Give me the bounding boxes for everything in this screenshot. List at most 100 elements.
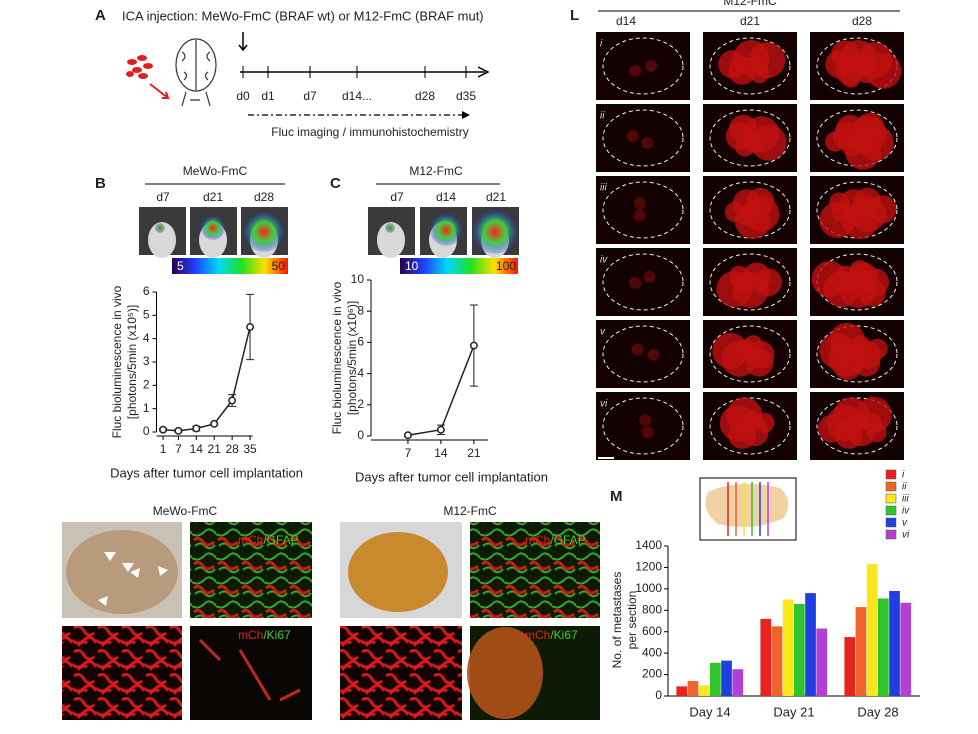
histology: MeWo-FmC M12-FmC mCh/GFAP mCh/Ki67 mCh/G… [62,504,600,720]
scale-min: 10 [405,259,419,273]
panel-b-title: MeWo-FmC [183,164,248,178]
metastasis [750,124,787,161]
metastasis [831,40,860,69]
y-tick-label: 2 [357,397,364,411]
section-outline [709,37,791,95]
bar [710,662,721,696]
panel-label: M [610,488,623,505]
y-tick-label: 10 [351,272,365,286]
x-tick-label: Day 28 [857,704,898,719]
y-tick-label: 4 [357,366,364,380]
x-tick-label: 28 [225,442,239,456]
metastasis [855,396,892,433]
row-label: i [600,39,603,50]
metastasis [643,270,656,283]
x-tick-label: 35 [243,442,257,456]
metastasis [633,197,646,210]
metastasis [819,201,856,238]
data-point [228,396,237,405]
stain: /Ki67 [263,628,291,642]
legend-label: iii [902,494,909,505]
panel-label: C [330,175,341,192]
stain: /Ki67 [550,628,578,642]
day-label: d14 [436,190,456,204]
bar [771,626,783,696]
panel-l-title: M12-FmC [723,0,777,8]
section-image [596,104,690,172]
legend-swatch [885,529,897,540]
y-tick-label: 200 [642,667,662,681]
bar [844,637,856,696]
day-label: d21 [740,14,760,28]
data-line [407,345,475,436]
section-outline [709,181,791,239]
brain-icon [175,38,217,107]
data-point [192,424,201,433]
y-tick-label: 400 [642,645,662,659]
day-label: d21 [486,190,506,204]
panel-label: A [95,7,106,24]
stain: mCh [525,628,550,642]
stain-label: mCh/GFAP [238,533,299,547]
y-tick-label: 600 [642,624,662,638]
x-tick-label: 21 [208,442,222,456]
metastasis [845,133,882,170]
metastasis [865,52,902,89]
group-title: M12-FmC [443,504,497,518]
section-outline [709,253,791,311]
metastasis [633,209,646,222]
timepoint-label: d1 [261,89,275,103]
bar [687,681,699,696]
timepoint-label: d14... [342,89,372,103]
section-guide [699,477,797,541]
metastasis [712,332,749,369]
y-tick-label: 1 [143,401,150,415]
legend-swatch [885,493,897,504]
timepoint-label: d7 [303,89,317,103]
x-tick-label: 7 [175,442,182,456]
legend-label: vi [902,530,910,541]
day-label: d28 [254,190,274,204]
y-axis-label: [photons/5min (x10⁵)] [125,305,139,419]
day-label: d7 [156,190,170,204]
injection-arrow [238,32,248,52]
bar [805,593,816,696]
arrowheads [98,552,168,606]
bar [889,591,900,696]
cells-icon [126,55,153,79]
x-tick-label: 14 [190,442,204,456]
bar [760,618,772,696]
metastasis [645,60,657,72]
bar [732,669,744,696]
bar [816,628,828,696]
y-tick-label: 0 [357,428,364,442]
metastasis [867,338,888,359]
stain: mCh [238,533,263,547]
scale-max: 100 [496,259,516,273]
timepoint-label: d0 [236,89,250,103]
data-point [246,323,254,331]
metastasis [734,202,771,239]
y-tick-label: 1000 [635,581,662,595]
bar [721,660,732,696]
timepoint-label: d35 [456,89,476,103]
y-axis-label: Fluc bioluminescence in vivo [330,281,344,434]
x-tick-label: Day 14 [689,704,730,719]
x-tick-label: Day 21 [773,704,814,719]
y-tick-label: 800 [642,602,662,616]
data-line [163,326,251,432]
section-outline [602,181,684,239]
section-outline [709,325,791,383]
day-label: d28 [852,14,872,28]
metastasis [631,343,644,356]
color-scale [172,258,288,274]
micrograph [62,626,182,720]
metastasis [857,278,886,307]
brain-photo [66,530,178,614]
stain: /GFAP [263,533,298,547]
bar [855,607,867,696]
panel-c-header: M12-FmC d7 d14 d21 10 100 [368,164,519,274]
stain-label: mCh/GFAP [525,533,586,547]
metastasis [718,50,747,79]
